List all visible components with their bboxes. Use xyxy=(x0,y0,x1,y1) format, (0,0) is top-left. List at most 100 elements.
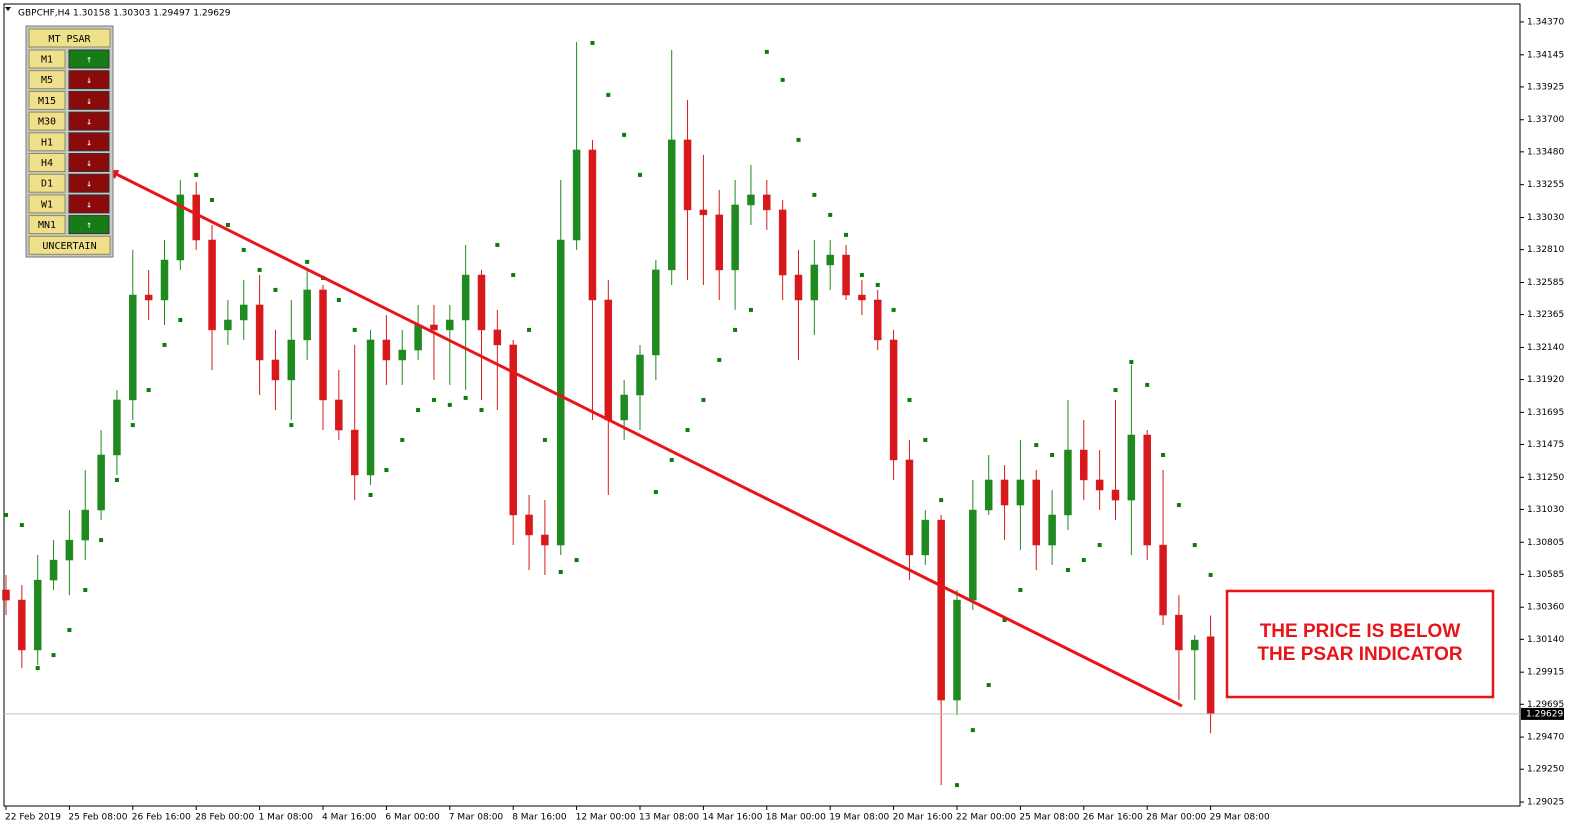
psar-dot xyxy=(400,437,405,442)
x-tick-label: 8 Mar 16:00 xyxy=(512,813,567,823)
current-price-label: 1.29629 xyxy=(1526,709,1563,719)
psar-dot xyxy=(1097,543,1102,548)
psar-dot xyxy=(542,437,547,442)
x-tick-label: 25 Mar 08:00 xyxy=(1019,813,1079,823)
y-tick-label: 1.30360 xyxy=(1527,603,1564,613)
psar-dot xyxy=(51,653,56,658)
candle-body xyxy=(984,479,993,511)
timeframe-label: W1 xyxy=(41,199,53,210)
candle-body xyxy=(667,139,676,271)
candle-body xyxy=(620,394,628,421)
trend-arrow xyxy=(108,169,1183,708)
candle-body xyxy=(969,509,977,601)
x-tick-label: 4 Mar 16:00 xyxy=(322,813,377,823)
candle-body xyxy=(430,324,438,331)
signal-arrow: ↓ xyxy=(86,158,92,169)
psar-dot xyxy=(1113,388,1118,393)
x-tick-label: 28 Mar 00:00 xyxy=(1146,813,1206,823)
timeframe-cell xyxy=(28,111,66,131)
candle-body xyxy=(778,209,787,276)
x-tick-label: 22 Feb 2019 xyxy=(5,813,61,823)
y-tick-label: 1.33480 xyxy=(1527,147,1564,157)
candle-body xyxy=(1080,449,1088,481)
psar-dot xyxy=(844,232,849,237)
candle-body xyxy=(160,259,169,301)
candle-body xyxy=(747,194,755,206)
psar-dot xyxy=(701,397,706,402)
signal-arrow: ↓ xyxy=(86,179,92,190)
candle-body xyxy=(921,519,930,556)
psar-dot xyxy=(986,683,991,688)
psar-dot xyxy=(622,132,627,137)
y-tick-label: 1.32585 xyxy=(1527,278,1564,288)
signal-cell xyxy=(68,49,110,69)
psar-dot xyxy=(685,428,690,433)
candle-body xyxy=(1127,434,1136,501)
psar-dot xyxy=(1129,360,1134,365)
psar-dot xyxy=(812,192,817,197)
psar-dot xyxy=(1018,587,1023,592)
candle-body xyxy=(763,194,771,211)
candle-body xyxy=(937,519,945,701)
candle-body xyxy=(2,589,10,601)
candle-body xyxy=(1095,479,1104,491)
psar-dot xyxy=(970,728,975,733)
psar-dot xyxy=(653,490,658,495)
candle-body xyxy=(699,209,708,216)
psar-dot xyxy=(352,327,357,332)
candle-body xyxy=(1175,614,1183,651)
candle-body xyxy=(350,429,359,476)
candle-body xyxy=(905,459,914,556)
candle-body xyxy=(398,349,406,361)
candle-body xyxy=(1143,434,1151,546)
signal-cell xyxy=(68,153,110,172)
y-tick-label: 1.33255 xyxy=(1527,180,1564,190)
x-tick-label: 12 Mar 00:00 xyxy=(576,813,636,823)
x-tick-label: 19 Mar 08:00 xyxy=(829,813,889,823)
candle-body xyxy=(224,319,232,331)
timeframe-label: M30 xyxy=(38,117,56,128)
candle-body xyxy=(889,339,898,461)
candle-body xyxy=(33,579,42,651)
y-tick-label: 1.30140 xyxy=(1527,635,1564,645)
menu-triangle[interactable] xyxy=(5,7,11,11)
signal-cell xyxy=(68,215,110,235)
panel-title-cell xyxy=(28,28,111,48)
signal-arrow: ↓ xyxy=(86,96,92,107)
candle-body xyxy=(1191,639,1199,651)
candle-body xyxy=(636,354,644,396)
candle-body xyxy=(192,194,200,241)
x-tick-label: 26 Feb 16:00 xyxy=(132,813,191,823)
psar-dot xyxy=(717,357,722,362)
psar-dot xyxy=(875,282,880,287)
candle-body xyxy=(1016,479,1025,506)
candle-body xyxy=(731,204,739,271)
candle-body xyxy=(335,399,343,431)
candle-body xyxy=(113,399,121,456)
psar-dot xyxy=(511,273,516,278)
candle-body xyxy=(176,194,185,261)
psar-dot xyxy=(907,397,912,402)
candle-body xyxy=(461,274,470,321)
timeframe-label: H4 xyxy=(41,158,53,169)
y-tick-label: 1.30585 xyxy=(1527,570,1564,580)
y-tick-label: 1.30805 xyxy=(1527,538,1564,548)
psar-dot xyxy=(83,587,88,592)
psar-dot xyxy=(289,423,294,428)
y-tick-label: 1.34145 xyxy=(1527,50,1564,60)
timeframe-cell xyxy=(28,173,66,193)
candle-body xyxy=(1159,544,1167,616)
candle-body xyxy=(525,514,533,536)
signal-cell xyxy=(68,132,110,152)
psar-dot xyxy=(178,317,183,322)
candle-body xyxy=(1032,479,1040,546)
y-tick-label: 1.32140 xyxy=(1527,343,1564,353)
y-tick-label: 1.31475 xyxy=(1527,440,1564,450)
signal-cell xyxy=(68,70,110,90)
psar-dot xyxy=(955,783,959,788)
timeframe-label: H1 xyxy=(41,137,53,148)
psar-dot xyxy=(19,523,24,528)
psar-dot xyxy=(194,172,199,177)
signal-arrow: ↓ xyxy=(86,199,92,210)
